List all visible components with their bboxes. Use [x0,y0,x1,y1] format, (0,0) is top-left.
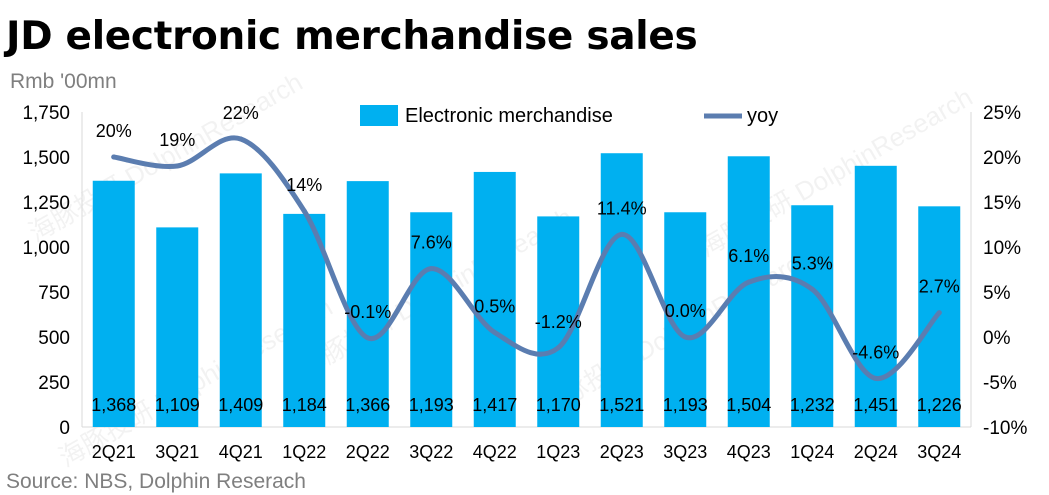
yoy-point-1Q23 [555,345,561,351]
x-tick-label: 4Q22 [473,442,517,462]
yoy-value-label: -0.1% [344,302,391,322]
bar-value-label: 1,184 [282,395,327,415]
bar-2Q24 [854,165,897,427]
bar-3Q21 [156,227,199,427]
yoy-value-label: 22% [223,103,259,123]
bar-4Q22 [473,171,516,427]
y-left-tick-label: 0 [59,418,70,439]
bar-2Q22 [346,181,389,427]
y-left-tick-label: 1,750 [22,103,70,124]
x-tick-label: 1Q23 [536,442,580,462]
yoy-point-2Q23 [619,231,625,237]
chart-title: JD electronic merchandise sales [6,14,698,59]
x-tick-label: 2Q23 [600,442,644,462]
bar-value-label: 1,193 [663,395,708,415]
x-tick-label: 3Q22 [409,442,453,462]
yoy-value-label: -4.6% [852,342,899,362]
bar-value-label: 1,417 [472,395,517,415]
yoy-point-1Q22 [301,208,307,214]
bar-value-label: 1,170 [536,395,581,415]
yoy-value-label: 0.0% [665,301,706,321]
bar-value-label: 1,521 [599,395,644,415]
yoy-point-4Q23 [746,279,752,285]
yoy-point-3Q21 [174,163,180,169]
yoy-point-3Q23 [682,334,688,340]
bar-2Q23 [600,153,643,427]
x-tick-label: 4Q21 [219,442,263,462]
legend-swatch-bar [360,105,398,126]
bar-value-label: 1,368 [91,395,136,415]
y-right-tick-label: -10% [983,418,1027,439]
y-right-tick-label: 0% [983,328,1011,349]
y-left-tick-label: 1,000 [22,238,70,259]
legend-label-bar: Electronic merchandise [405,105,613,127]
bar-value-label: 1,451 [853,395,898,415]
x-tick-label: 2Q22 [346,442,390,462]
x-tick-label: 3Q21 [155,442,199,462]
bar-value-label: 1,504 [726,395,771,415]
yoy-point-1Q24 [809,286,815,292]
yoy-value-label: 6.1% [728,246,769,266]
bar-2Q21 [92,180,135,427]
yoy-point-3Q22 [428,266,434,272]
yoy-point-4Q22 [492,330,498,335]
y-left-tick-label: 250 [38,373,70,394]
x-tick-label: 3Q24 [917,442,961,462]
yoy-value-label: 2.7% [919,277,960,297]
x-tick-label: 3Q23 [663,442,707,462]
yoy-value-label: 0.5% [474,297,515,317]
y-right-tick-label: 5% [983,283,1011,304]
bar-1Q22 [283,213,326,427]
legend-label-line: yoy [747,105,778,127]
x-tick-label: 4Q23 [727,442,771,462]
bar-3Q22 [410,212,453,427]
x-tick-label: 2Q21 [92,442,136,462]
bar-value-label: 1,232 [790,395,835,415]
bar-value-label: 1,366 [345,395,390,415]
y-left-tick-label: 500 [38,328,70,349]
y-right-tick-label: 25% [983,103,1021,124]
source-note: Source: NBS, Dolphin Reserach [6,470,306,493]
yoy-line [111,135,942,381]
yoy-value-label: 7.6% [411,233,452,253]
yoy-value-label: 5.3% [792,253,833,273]
y-right-tick-label: -5% [983,373,1017,394]
x-tick-label: 2Q24 [854,442,898,462]
bar-value-label: 1,193 [409,395,454,415]
y-left-tick-label: 1,250 [22,193,70,214]
y-left-tick-label: 1,500 [22,148,70,169]
bar-value-label: 1,409 [218,395,263,415]
yoy-value-label: 19% [159,130,195,150]
y-right-tick-label: 20% [983,148,1021,169]
yoy-point-4Q21 [238,136,244,142]
yoy-value-label: 14% [286,175,322,195]
bar-3Q24 [918,206,961,427]
y-right-tick-label: 10% [983,238,1021,259]
x-tick-label: 1Q22 [282,442,326,462]
bar-1Q24 [791,205,834,427]
yoy-value-label: 20% [96,121,132,141]
yoy-point-2Q24 [873,375,879,381]
yoy-value-label: -1.2% [535,312,582,332]
unit-label: Rmb '00mn [10,70,117,93]
yoy-point-3Q24 [936,310,942,316]
y-right-tick-label: 15% [983,193,1021,214]
yoy-value-label: 11.4% [597,198,647,218]
bar-value-label: 1,226 [917,395,962,415]
yoy-point-2Q21 [111,154,117,160]
x-tick-label: 1Q24 [790,442,834,462]
yoy-point-2Q22 [365,335,371,341]
bar-value-label: 1,109 [155,395,200,415]
y-left-tick-label: 750 [38,283,70,304]
bar-4Q21 [219,173,262,427]
